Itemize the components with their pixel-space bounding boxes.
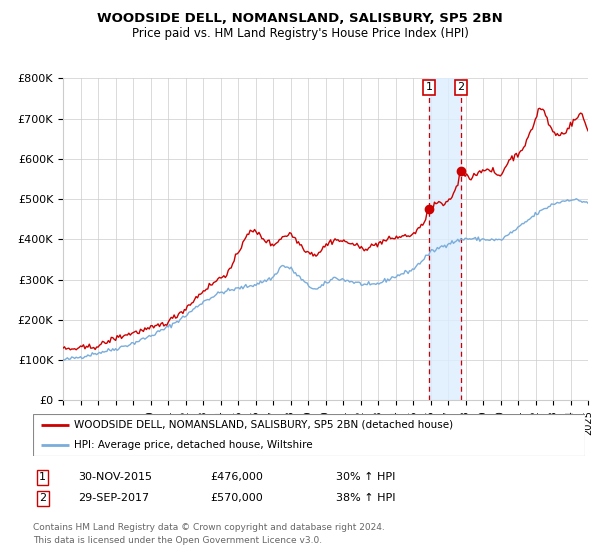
Text: £570,000: £570,000	[210, 493, 263, 503]
Text: HPI: Average price, detached house, Wiltshire: HPI: Average price, detached house, Wilt…	[74, 440, 313, 450]
Text: 38% ↑ HPI: 38% ↑ HPI	[336, 493, 395, 503]
Text: 2: 2	[39, 493, 46, 503]
Text: 29-SEP-2017: 29-SEP-2017	[78, 493, 149, 503]
Text: £476,000: £476,000	[210, 472, 263, 482]
Text: Price paid vs. HM Land Registry's House Price Index (HPI): Price paid vs. HM Land Registry's House …	[131, 27, 469, 40]
Text: 1: 1	[425, 82, 433, 92]
Text: This data is licensed under the Open Government Licence v3.0.: This data is licensed under the Open Gov…	[33, 536, 322, 545]
Text: 2: 2	[458, 82, 464, 92]
Bar	[429, 78, 461, 400]
Text: 30-NOV-2015: 30-NOV-2015	[78, 472, 152, 482]
Text: Contains HM Land Registry data © Crown copyright and database right 2024.: Contains HM Land Registry data © Crown c…	[33, 523, 385, 532]
Text: 30% ↑ HPI: 30% ↑ HPI	[336, 472, 395, 482]
Text: 1: 1	[39, 472, 46, 482]
Text: WOODSIDE DELL, NOMANSLAND, SALISBURY, SP5 2BN: WOODSIDE DELL, NOMANSLAND, SALISBURY, SP…	[97, 12, 503, 25]
Text: WOODSIDE DELL, NOMANSLAND, SALISBURY, SP5 2BN (detached house): WOODSIDE DELL, NOMANSLAND, SALISBURY, SP…	[74, 420, 454, 430]
FancyBboxPatch shape	[33, 414, 585, 456]
